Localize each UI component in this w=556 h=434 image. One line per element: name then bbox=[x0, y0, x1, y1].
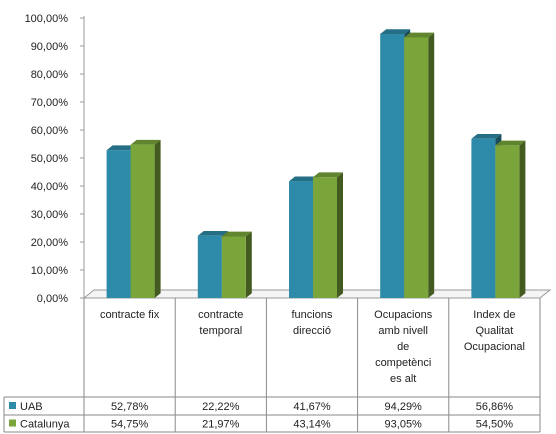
bar-top bbox=[106, 145, 137, 151]
bar-side bbox=[519, 140, 526, 298]
bar-top bbox=[471, 133, 502, 139]
bar-catalunya-1 bbox=[130, 139, 161, 298]
bar-front bbox=[404, 37, 429, 299]
axis-layer: 0,00% 10,00% 20,00% 30,00% 40,00% 50,00% 60,00… bbox=[25, 13, 552, 305]
category-label: funcions bbox=[292, 309, 333, 321]
bar-front bbox=[495, 145, 520, 298]
legend-label: Catalunya bbox=[20, 419, 70, 431]
legend-key bbox=[9, 402, 16, 409]
table-cell: 94,29% bbox=[385, 401, 423, 413]
bar-front bbox=[106, 150, 131, 298]
bar-side bbox=[428, 32, 435, 298]
category-label: de bbox=[397, 341, 409, 353]
y-tick-label: 60,00% bbox=[31, 125, 69, 137]
bar-catalunya-4 bbox=[404, 32, 435, 299]
category-label: amb nivell bbox=[378, 325, 428, 337]
table-cell: 41,67% bbox=[293, 401, 331, 413]
legend-label: UAB bbox=[20, 401, 43, 413]
bar-catalunya-2 bbox=[221, 231, 252, 298]
table-cell: 21,97% bbox=[202, 419, 240, 431]
y-tick-label: 90,00% bbox=[31, 41, 69, 53]
bar-catalunya-5 bbox=[495, 140, 526, 298]
category-label: Index de bbox=[473, 309, 515, 321]
bar-top bbox=[221, 231, 252, 237]
y-tick-label: 10,00% bbox=[31, 265, 69, 277]
bar-front bbox=[289, 181, 313, 298]
data-table: contracte fix contracte temporal funcions di… bbox=[3, 298, 541, 433]
table-cell: 56,86% bbox=[476, 401, 514, 413]
y-tick-label: 30,00% bbox=[31, 209, 69, 221]
category-label: Qualitat bbox=[475, 325, 513, 337]
bar-top bbox=[380, 29, 411, 34]
table-cell: 43,14% bbox=[293, 419, 331, 431]
y-tick-label: 80,00% bbox=[31, 69, 69, 81]
y-tick-label: 50,00% bbox=[31, 153, 69, 165]
bar-catalunya-3 bbox=[313, 172, 343, 298]
table-cell: 22,22% bbox=[202, 401, 240, 413]
y-tick-label: 0,00% bbox=[37, 293, 68, 305]
bar-top bbox=[197, 230, 228, 236]
category-label: direcció bbox=[293, 325, 331, 337]
category-label: Ocupacions bbox=[374, 309, 433, 321]
bar-top bbox=[404, 32, 435, 38]
y-tick-label: 70,00% bbox=[31, 97, 69, 109]
bar-top bbox=[289, 176, 319, 182]
bar-side bbox=[245, 231, 252, 298]
category-label: es alt bbox=[390, 373, 416, 385]
bar-side bbox=[337, 172, 343, 298]
legend-key bbox=[9, 419, 16, 427]
bar-front bbox=[221, 236, 246, 298]
bar-side bbox=[154, 139, 161, 298]
table-cell: 54,50% bbox=[476, 419, 514, 431]
category-label: competènci bbox=[375, 357, 431, 369]
table-cell: 93,05% bbox=[385, 419, 423, 431]
bar-front bbox=[130, 144, 155, 298]
category-label: contracte fix bbox=[100, 309, 160, 321]
table-cell: 52,78% bbox=[111, 401, 149, 413]
category-label: temporal bbox=[199, 325, 242, 337]
bar-front bbox=[380, 33, 405, 298]
bars-layer bbox=[106, 29, 526, 299]
category-label: contracte bbox=[198, 309, 243, 321]
y-tick-label: 100,00% bbox=[25, 13, 69, 25]
y-tick-label: 20,00% bbox=[31, 237, 69, 249]
bar-front bbox=[197, 235, 222, 298]
table-cell: 54,75% bbox=[111, 419, 149, 431]
category-label: Ocupacional bbox=[464, 341, 525, 353]
bar-top bbox=[495, 140, 526, 146]
y-tick-label: 40,00% bbox=[31, 181, 69, 193]
bar-front bbox=[471, 138, 496, 298]
bar-top bbox=[313, 172, 343, 178]
bar-top bbox=[130, 139, 161, 145]
bar-front bbox=[313, 177, 337, 298]
